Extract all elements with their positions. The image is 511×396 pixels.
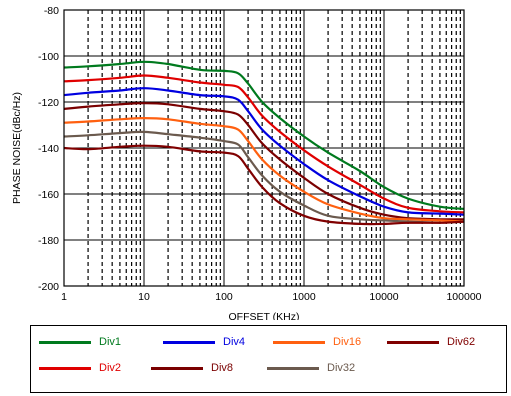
series-line-div1 <box>63 60 465 210</box>
series-line-div62 <box>63 144 465 226</box>
x-tick-label: 1000 <box>292 291 316 303</box>
y-tick-label: -100 <box>38 51 59 63</box>
y-tick-label: -160 <box>38 189 59 201</box>
series-line-div4 <box>63 87 465 216</box>
legend-swatch <box>267 366 319 370</box>
legend-item-div8: Div8 <box>151 360 233 376</box>
legend-swatch <box>387 340 439 344</box>
legend-item-div4: Div4 <box>163 334 245 350</box>
legend-swatch <box>39 340 91 344</box>
series-line-div2 <box>63 74 465 214</box>
series-line-div16 <box>63 117 465 223</box>
legend: Div1 Div4 Div16 Div62 Div2 Div8 Div32 <box>30 325 507 393</box>
y-tick-label: -120 <box>38 97 59 109</box>
legend-label: Div2 <box>99 362 122 374</box>
plot-border <box>63 9 465 287</box>
legend-item-div2: Div2 <box>39 360 121 376</box>
legend-label: Div1 <box>99 336 122 348</box>
legend-swatch <box>151 366 203 370</box>
series-line-div32 <box>63 130 440 224</box>
legend-item-div16: Div16 <box>273 334 361 350</box>
y-tick-label: -80 <box>44 5 59 17</box>
x-tick-label: 100 <box>215 291 233 303</box>
y-tick-label: -140 <box>38 143 59 155</box>
legend-swatch <box>163 340 215 344</box>
legend-label: Div16 <box>333 336 362 348</box>
x-tick-labels: 1 10 100 1000 10000 100000 <box>61 291 482 303</box>
series-layer <box>63 60 465 226</box>
x-tick-label: 10 <box>138 291 150 303</box>
legend-swatch <box>39 366 91 370</box>
series-line-div8 <box>63 102 465 221</box>
phase-noise-chart: -80 -100 -120 -140 -160 -180 -200 1 10 100 1000 10… <box>11 5 482 320</box>
y-tick-label: -200 <box>38 281 59 293</box>
y-tick-label: -180 <box>38 235 59 247</box>
x-tick-label: 10000 <box>369 291 398 303</box>
x-tick-label: 100000 <box>446 291 481 303</box>
legend-item-div62: Div62 <box>387 334 475 350</box>
legend-label: Div32 <box>327 362 356 374</box>
legend-swatch <box>273 340 325 344</box>
x-tick-label: 1 <box>61 291 67 303</box>
legend-label: Div4 <box>223 336 246 348</box>
legend-label: Div8 <box>211 362 234 374</box>
y-axis-title: PHASE NOISE(dBc/Hz) <box>11 92 23 204</box>
legend-item-div32: Div32 <box>267 360 355 376</box>
x-axis-title: OFFSET (KHz) <box>229 311 300 320</box>
grid-lines <box>64 10 464 286</box>
legend-label: Div62 <box>447 336 476 348</box>
y-tick-labels: -80 -100 -120 -140 -160 -180 -200 <box>38 5 59 293</box>
legend-item-div1: Div1 <box>39 334 121 350</box>
